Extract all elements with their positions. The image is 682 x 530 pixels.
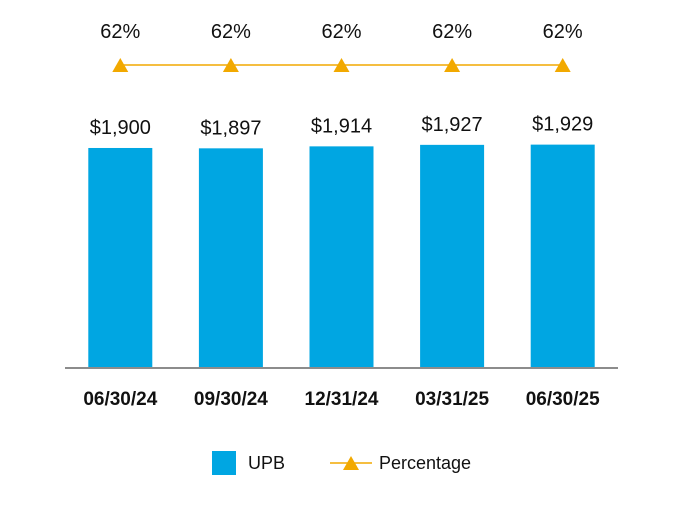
- percentage-marker-triangle-icon: [554, 58, 571, 72]
- percentage-value-label: 62%: [100, 21, 140, 43]
- category-label: 03/31/25: [415, 389, 489, 410]
- percentage-value-label: 62%: [543, 21, 583, 43]
- percentage-value-label: 62%: [432, 21, 472, 43]
- category-label: 06/30/25: [526, 389, 600, 410]
- legend-marker-triangle-icon: [343, 456, 359, 470]
- percentage-value-labels: 62% 62% 62% 62% 62%: [100, 21, 583, 43]
- bar-value-label: $1,900: [90, 117, 151, 139]
- bar-value-label: $1,897: [200, 117, 261, 139]
- legend-label-percentage: Percentage: [379, 453, 471, 473]
- category-labels: 06/30/24 09/30/24 12/31/24 03/31/25 06/30/25: [83, 389, 600, 410]
- bar-value-label: $1,914: [311, 115, 372, 137]
- category-label: 06/30/24: [83, 389, 157, 410]
- percentage-marker-triangle-icon: [222, 58, 239, 72]
- percentage-marker-triangle-icon: [112, 58, 129, 72]
- bar-value-label: $1,929: [532, 114, 593, 136]
- legend-label-upb: UPB: [248, 453, 285, 473]
- bar-value-labels: $1,900 $1,897 $1,914 $1,927 $1,929: [90, 114, 594, 140]
- percentage-value-label: 62%: [321, 21, 361, 43]
- bar-4: [530, 144, 595, 368]
- percentage-marker-triangle-icon: [444, 58, 461, 72]
- bar-value-label: $1,927: [422, 114, 483, 136]
- percentage-value-label: 62%: [211, 21, 251, 43]
- bar-3: [420, 144, 485, 368]
- bar-group: [88, 144, 595, 368]
- bar-0: [88, 147, 153, 368]
- percentage-series: [112, 58, 571, 72]
- percentage-marker-triangle-icon: [333, 58, 350, 72]
- legend-swatch-upb: [212, 451, 236, 475]
- legend: UPB Percentage: [212, 451, 471, 475]
- category-label: 12/31/24: [305, 389, 379, 410]
- category-label: 09/30/24: [194, 389, 268, 410]
- bar-1: [198, 148, 263, 368]
- bar-2: [309, 146, 374, 368]
